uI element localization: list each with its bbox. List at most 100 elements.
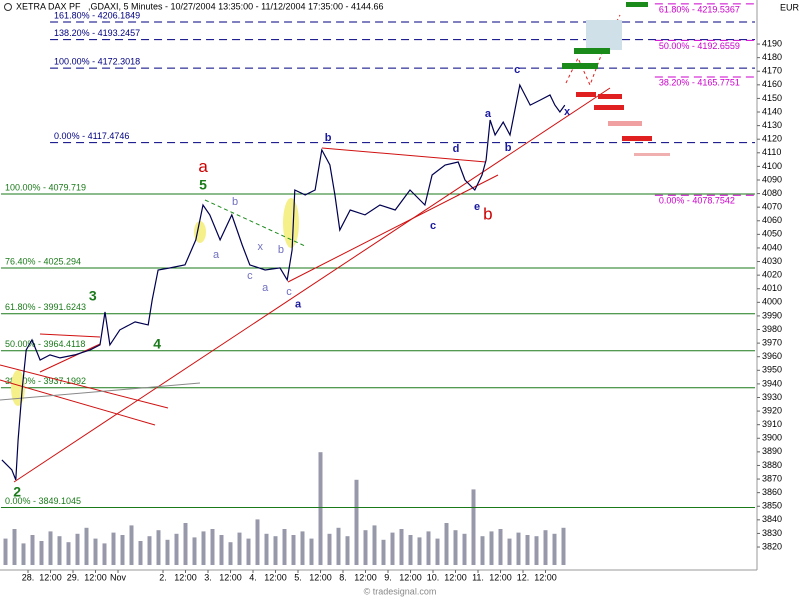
y-tick-label: 3940	[762, 378, 782, 388]
x-tick-label: 12:00	[489, 572, 512, 582]
y-tick-label: 3850	[762, 501, 782, 511]
wave-label: a	[262, 282, 269, 294]
target-bar	[634, 153, 670, 156]
volume-bar	[516, 532, 521, 565]
x-tick-label: 4.	[249, 572, 257, 582]
volume-bar	[84, 527, 89, 565]
wave-label: a	[198, 157, 208, 176]
volume-bar	[309, 538, 314, 565]
volume-bar	[327, 533, 332, 565]
y-tick-label: 4140	[762, 106, 782, 116]
highlight	[283, 198, 299, 248]
volume-bar	[417, 537, 422, 565]
x-tick-label: 12:00	[399, 572, 422, 582]
volume-bar	[165, 539, 170, 565]
target-bar	[626, 2, 648, 7]
chart-subtitle: ,GDAXI, 5 Minutes - 10/27/2004 13:35:00 …	[88, 1, 384, 11]
volume-bar	[30, 535, 35, 565]
x-tick-label: 29.	[67, 572, 80, 582]
price-line	[1, 83, 566, 481]
y-tick-label: 4050	[762, 229, 782, 239]
level-label: 138.20% - 4193.2457	[54, 28, 140, 38]
level-label: 61.80% - 4219.5367	[659, 4, 740, 14]
volume-bar	[498, 529, 503, 565]
volume-bar	[318, 452, 323, 565]
volume-bar	[192, 537, 197, 565]
volume-bar	[273, 536, 278, 565]
x-tick-label: 12:00	[174, 572, 197, 582]
volume-bar	[444, 523, 449, 565]
y-tick-label: 4000	[762, 297, 782, 307]
wave-label: d	[453, 143, 460, 155]
x-tick-label: 5.	[294, 572, 302, 582]
trend-line	[321, 147, 487, 163]
volume-bar	[489, 531, 494, 565]
volume-bar	[543, 530, 548, 565]
trend-line	[204, 199, 306, 247]
volume-bar	[237, 532, 242, 565]
y-tick-label: 4120	[762, 134, 782, 144]
wave-label: b	[232, 196, 238, 208]
volume-bar	[399, 529, 404, 565]
trend-line	[287, 174, 499, 283]
icon	[4, 3, 12, 11]
trend-line	[0, 379, 156, 426]
volume-bar	[138, 541, 143, 565]
levels-layer: 161.80% - 4206.1849 138.20% - 4193.2457 10…	[1, 3, 755, 508]
target-bar	[594, 105, 624, 110]
volume-bar	[201, 531, 206, 565]
wave-label: c	[286, 286, 292, 298]
y-tick-label: 4060	[762, 215, 782, 225]
volume-bar	[21, 543, 26, 565]
volume-bar	[210, 529, 215, 565]
x-tick-label: 12:00	[354, 572, 377, 582]
volume-bar	[561, 527, 566, 565]
volume-bar	[48, 531, 53, 565]
y-tick-label: 3870	[762, 473, 782, 483]
level-label: 0.00% - 4078.7542	[659, 196, 735, 206]
volume-bar	[462, 533, 467, 565]
highlight	[11, 370, 25, 406]
volume-bar	[228, 542, 233, 565]
volume-bar	[426, 531, 431, 565]
wave-label: b	[505, 142, 512, 154]
volume-bar	[507, 538, 512, 565]
y-tick-label: 4190	[762, 38, 782, 48]
volume-bar	[174, 533, 179, 565]
target-bar	[576, 92, 596, 97]
y-tick-label: 4150	[762, 93, 782, 103]
y-tick-label: 4080	[762, 188, 782, 198]
y-tick-label: 3970	[762, 337, 782, 347]
y-tick-label: 3880	[762, 460, 782, 470]
y-tick-label: 3900	[762, 433, 782, 443]
target-bar	[608, 121, 642, 126]
x-tick-label: Nov	[110, 572, 127, 582]
y-tick-label: 3830	[762, 528, 782, 538]
trend-line	[13, 87, 611, 483]
wave-label: 2	[13, 483, 21, 499]
volume-bar	[354, 479, 359, 565]
volume-bar	[435, 538, 440, 565]
x-tick-label: 12.	[517, 572, 530, 582]
y-tick-label: 3980	[762, 324, 782, 334]
wave-label: a	[213, 249, 220, 261]
volume-bar	[552, 533, 557, 565]
x-tick-label: 11.	[472, 572, 484, 582]
y-tick-label: 4040	[762, 242, 782, 252]
wave-label: x	[257, 241, 263, 253]
target-bar	[574, 48, 610, 54]
level-label: 61.80% - 3991.6243	[5, 302, 86, 312]
wave-label: 3	[89, 288, 97, 304]
volume-bar	[39, 541, 44, 565]
volume-bar	[534, 536, 539, 565]
wave-label: x	[564, 106, 571, 118]
level-label: 0.00% - 3849.1045	[5, 496, 81, 506]
source: © tradesignal.com	[364, 586, 437, 596]
y-tick-label: 4160	[762, 79, 782, 89]
trend-line	[0, 364, 169, 409]
target-bar	[562, 63, 598, 69]
x-tick-label: 28.	[22, 572, 35, 582]
volume-bar	[300, 531, 305, 565]
